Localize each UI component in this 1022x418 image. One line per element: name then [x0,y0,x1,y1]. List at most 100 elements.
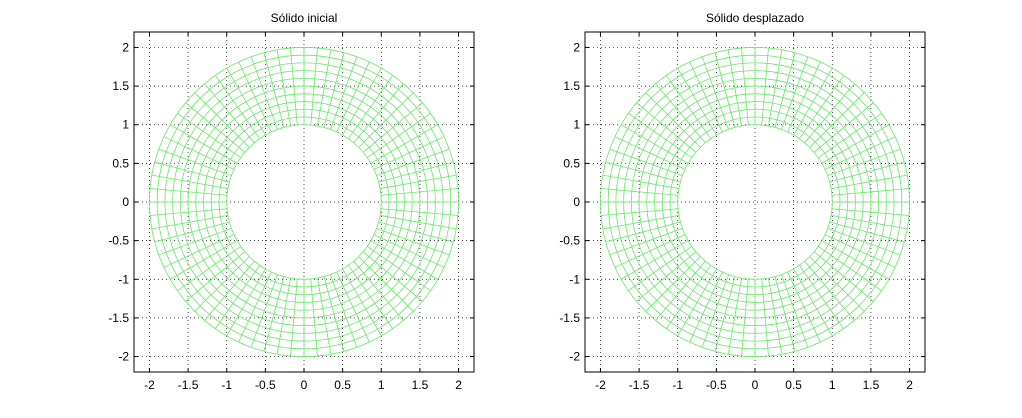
y-tick-label: 1 [122,118,129,132]
mesh-spoke [250,274,278,348]
mesh-spoke [727,278,742,355]
y-tick-label: 0 [122,195,129,209]
mesh-spoke [824,136,896,170]
plot-displaced: -2 -1.5 -1 -0.5 0 0.5 1 1.5 2 2 1.5 1 0.5 0 -0.5 -1 -1.5… [559,11,926,392]
mesh-spoke [380,208,458,216]
mesh-spoke [158,228,232,256]
x-tick-label: -1.5 [178,378,199,392]
mesh-spoke [628,113,692,159]
mesh-spoke [798,265,844,329]
y-tick-label: -1 [118,272,129,286]
mesh-spoke [373,136,445,170]
mesh-spoke [353,260,404,321]
mesh-spoke [774,276,796,352]
y-tick-label: 1 [573,118,580,132]
x-tick-label: 1 [378,378,385,392]
y-tick-label: -2 [118,350,129,364]
mesh-spoke [741,48,749,126]
mesh-spoke [601,208,679,216]
mesh-spoke [798,75,844,139]
mesh-spoke [380,215,457,230]
y-tick-label: -0.5 [108,234,129,248]
mesh-spoke [342,268,382,337]
mesh-spoke [831,208,909,216]
mesh-spoke [829,221,905,243]
mesh-spoke [163,234,235,268]
mesh-spoke [158,148,232,176]
mesh-spoke [263,276,285,352]
mesh-spoke [194,92,250,148]
mesh-spoke [194,256,250,312]
mesh-spoke [781,274,809,348]
mesh-spoke [226,67,266,136]
x-tick-label: 0 [752,378,759,392]
mesh-spoke [601,188,679,196]
mesh-spoke [620,240,689,280]
x-tick-label: 0 [301,378,308,392]
mesh-spoke [151,215,228,230]
mesh-spoke [781,56,809,130]
x-tick-label: -2 [144,378,155,392]
mesh-spoke [701,274,729,348]
y-tick-label: 0 [573,195,580,209]
mesh-spoke [330,56,358,130]
mesh-spoke [336,61,370,133]
mesh-spoke [655,83,706,144]
mesh-spoke [380,174,457,189]
x-tick-label: 1 [829,378,836,392]
mesh-spoke [768,278,783,355]
y-tick-label: -1 [569,272,580,286]
mesh-spoke [714,52,736,128]
mesh-spoke [342,67,382,136]
mesh-spoke [358,92,414,148]
mesh-spoke [741,278,749,356]
mesh-spoke [804,83,855,144]
mesh-spoke [317,49,332,126]
mesh-spoke [602,174,679,189]
x-tick-label: -0.5 [706,378,727,392]
mesh-spoke [787,61,821,133]
mesh-spoke [336,271,370,343]
plot-initial: -2 -1.5 -1 -0.5 0 0.5 1 1.5 2 2 1.5 1 0.5 0 -0.5 -1 -1.5… [108,11,475,392]
mesh-spoke [827,228,901,256]
mesh-spoke [150,188,228,196]
mesh-spoke [177,113,241,159]
mesh-spoke [831,188,909,196]
x-tick-label: 2 [906,378,913,392]
mesh-spoke [614,136,686,170]
mesh-spoke [250,56,278,130]
x-tick-label: -1 [672,378,683,392]
mesh-spoke [154,221,230,243]
mesh-spoke [290,278,298,356]
mesh-spoke [347,75,393,139]
mesh-spoke [761,278,769,356]
mesh-spoke [831,215,908,230]
mesh-spoke [367,113,431,159]
y-tick-label: 2 [573,40,580,54]
mesh-spoke [666,265,712,329]
mesh-spoke [380,188,458,196]
mesh-spoke [831,174,908,189]
x-tick-label: 1.5 [412,378,429,392]
mesh-spoke [367,245,431,291]
mesh-spoke [804,260,855,321]
mesh-spoke [714,276,736,352]
mesh-spoke [151,174,228,189]
mesh-spoke [609,228,683,256]
mesh-spoke [768,49,783,126]
mesh-spoke [238,61,272,133]
x-tick-label: 2 [455,378,462,392]
mesh-spoke [821,240,890,280]
mesh-spoke [645,256,701,312]
x-tick-label: 0.5 [334,378,351,392]
mesh-spoke [602,215,679,230]
mesh-spoke [827,148,901,176]
mesh-spoke [378,221,454,243]
mesh-spoke [376,148,450,176]
y-tick-label: -0.5 [559,234,580,248]
mesh-spoke [323,52,345,128]
mesh-spoke [362,251,423,302]
mesh-spoke [263,52,285,128]
mesh-spoke [362,102,423,153]
